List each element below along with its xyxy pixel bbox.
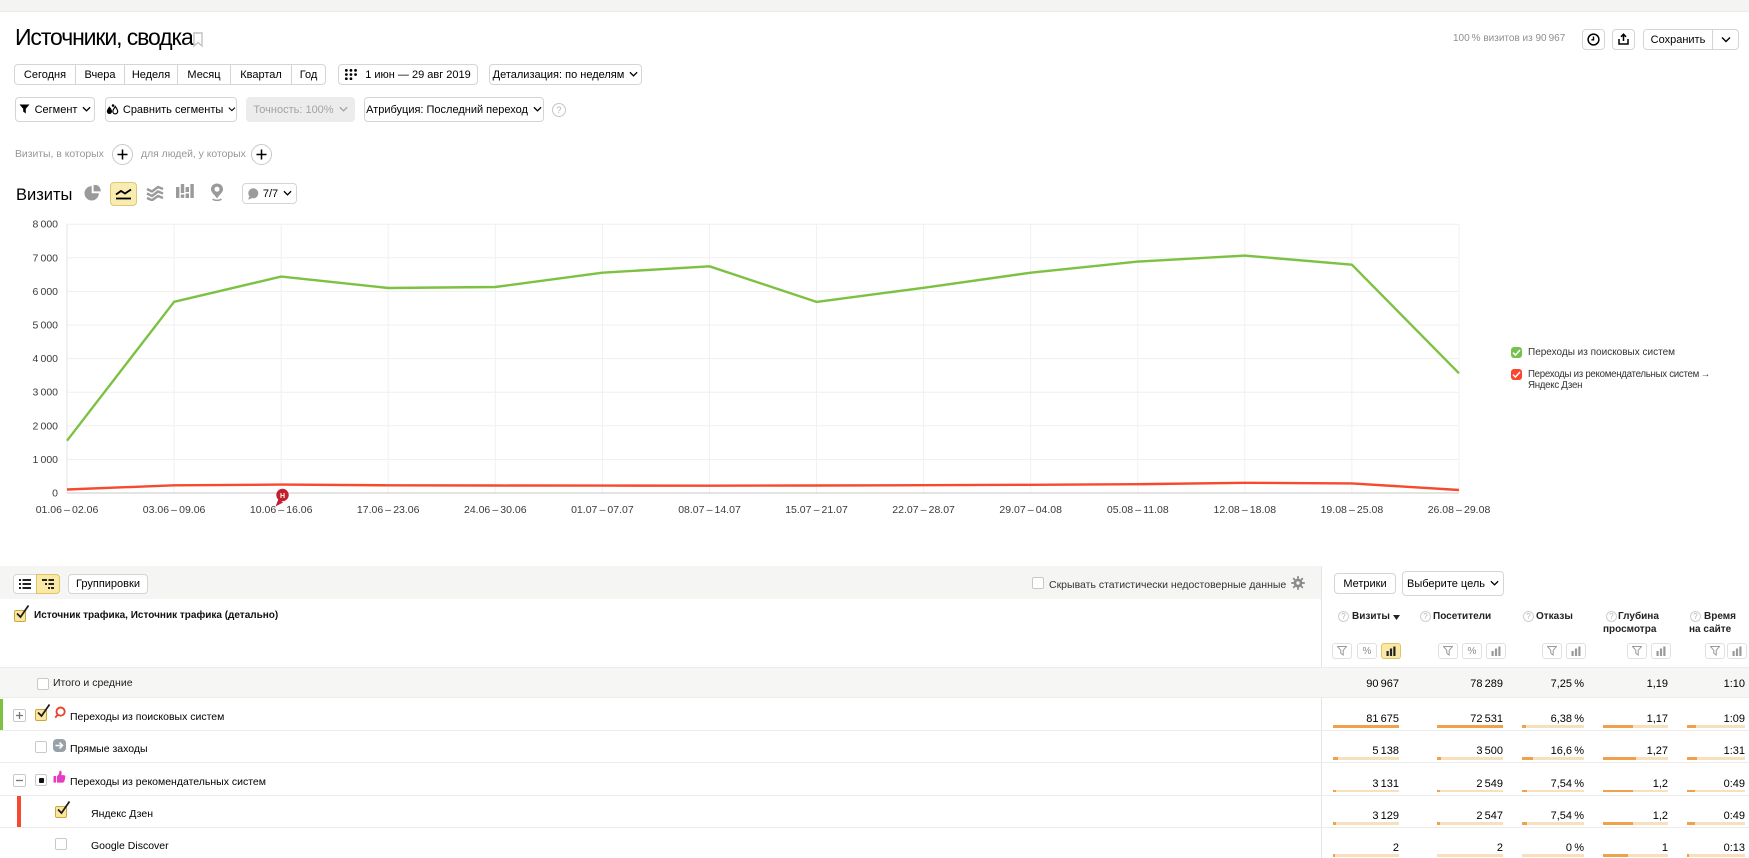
svg-text:01.06 – 02.06: 01.06 – 02.06 xyxy=(36,504,99,516)
svg-text:10.06 – 16.06: 10.06 – 16.06 xyxy=(250,504,313,516)
svg-text:3 000: 3 000 xyxy=(33,387,59,399)
svg-text:0: 0 xyxy=(52,488,58,500)
svg-text:26.08 – 29.08: 26.08 – 29.08 xyxy=(1428,504,1491,516)
svg-text:22.07 – 28.07: 22.07 – 28.07 xyxy=(892,504,955,516)
svg-text:5 000: 5 000 xyxy=(33,320,59,332)
svg-text:29.07 – 04.08: 29.07 – 04.08 xyxy=(999,504,1062,516)
svg-text:2 000: 2 000 xyxy=(33,420,59,432)
svg-text:05.08 – 11.08: 05.08 – 11.08 xyxy=(1107,504,1169,516)
svg-text:19.08 – 25.08: 19.08 – 25.08 xyxy=(1321,504,1384,516)
svg-text:12.08 – 18.08: 12.08 – 18.08 xyxy=(1213,504,1276,516)
svg-text:15.07 – 21.07: 15.07 – 21.07 xyxy=(785,504,848,516)
svg-text:17.06 – 23.06: 17.06 – 23.06 xyxy=(357,504,420,516)
svg-text:03.06 – 09.06: 03.06 – 09.06 xyxy=(143,504,206,516)
svg-text:08.07 – 14.07: 08.07 – 14.07 xyxy=(678,504,741,516)
svg-text:24.06 – 30.06: 24.06 – 30.06 xyxy=(464,504,527,516)
svg-text:1 000: 1 000 xyxy=(33,454,59,466)
svg-text:4 000: 4 000 xyxy=(33,353,59,365)
svg-text:01.07 – 07.07: 01.07 – 07.07 xyxy=(571,504,634,516)
svg-text:Н: Н xyxy=(280,493,285,500)
svg-text:7 000: 7 000 xyxy=(33,252,59,264)
svg-text:6 000: 6 000 xyxy=(33,286,59,298)
svg-text:8 000: 8 000 xyxy=(33,219,59,231)
